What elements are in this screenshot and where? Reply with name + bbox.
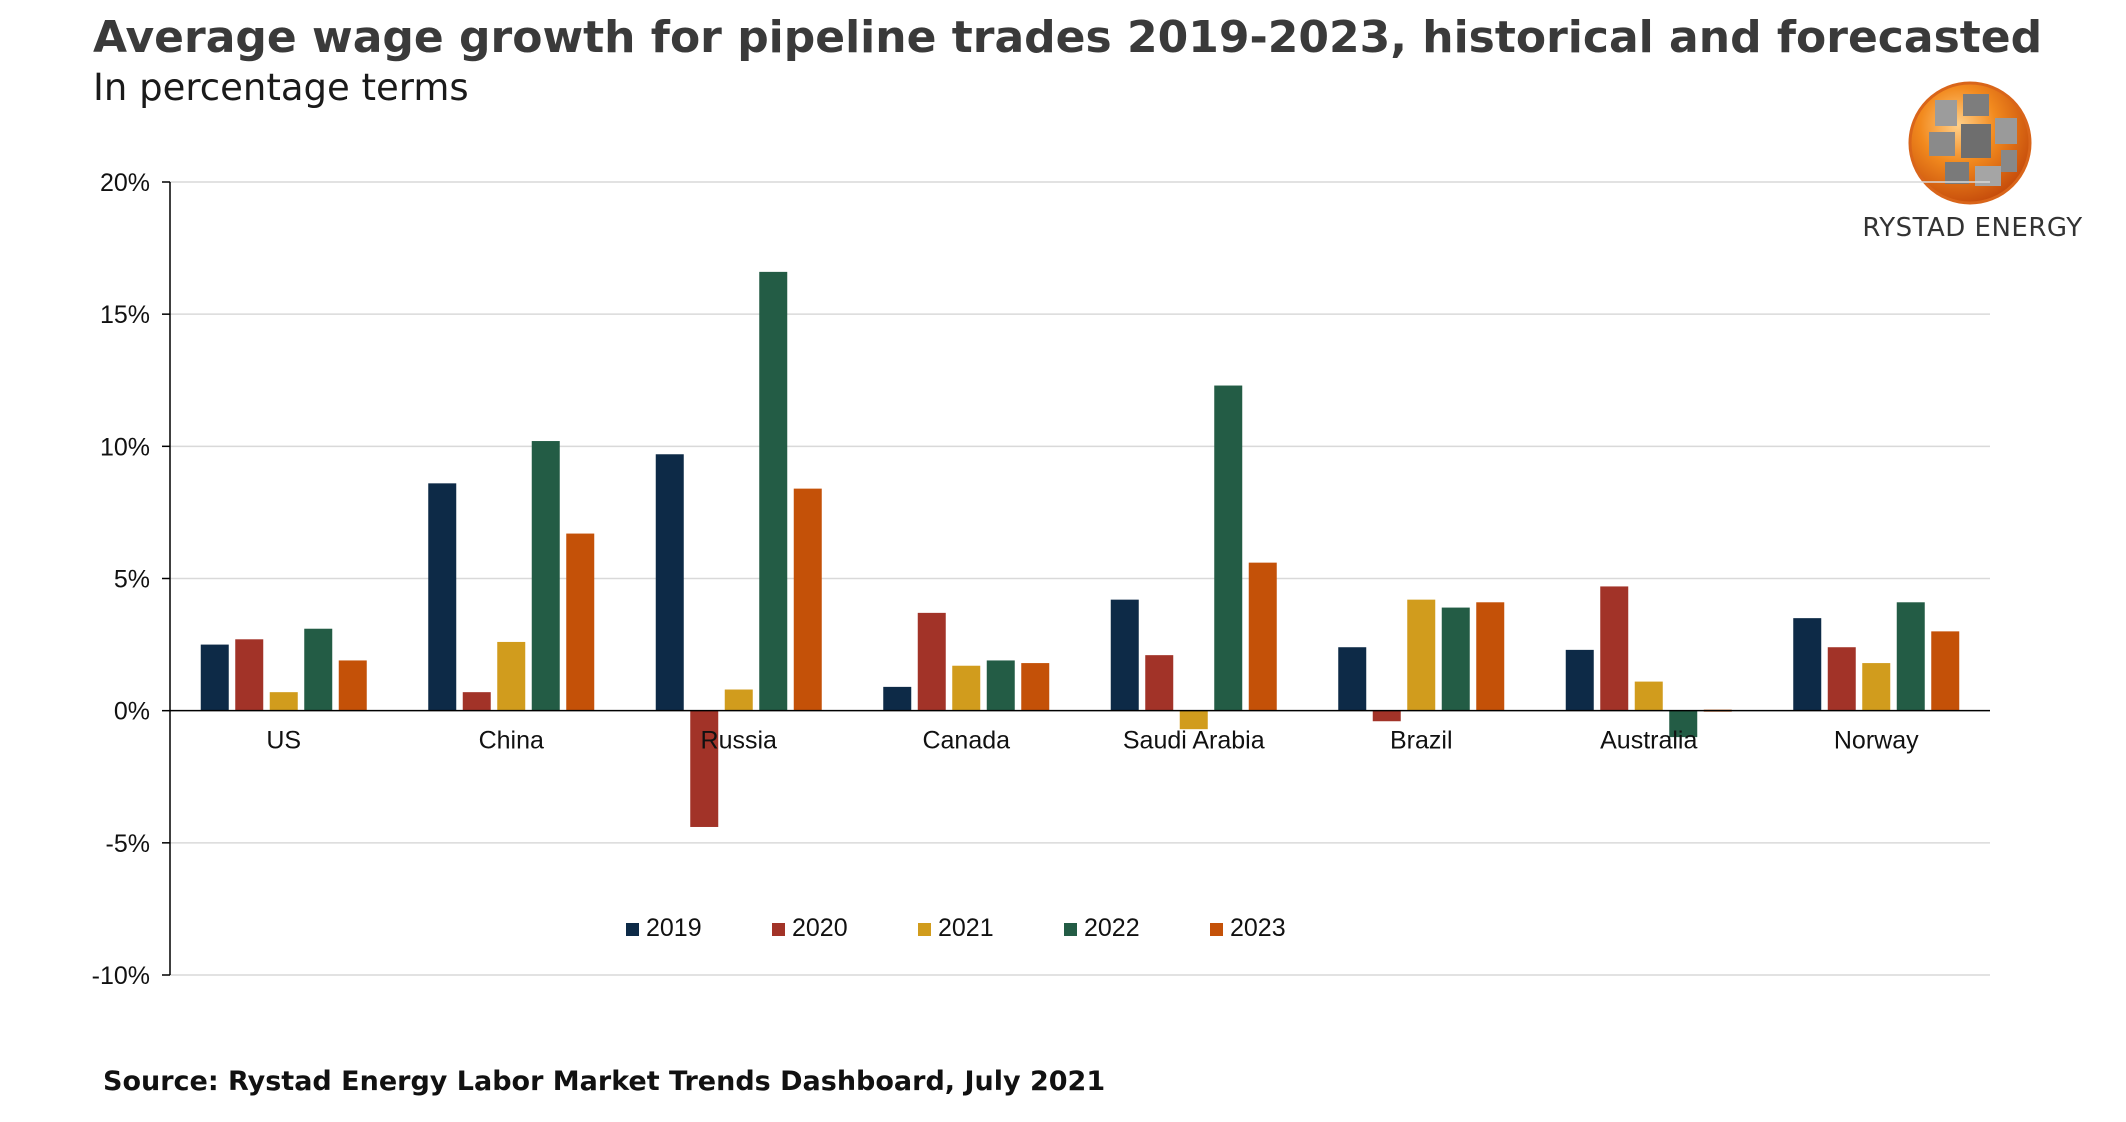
- bar-china-2019: [428, 483, 457, 711]
- chart-title: Average wage growth for pipeline trades …: [93, 12, 2043, 63]
- x-category-label: Canada: [922, 727, 1010, 755]
- bar-brazil-2020: [1372, 710, 1401, 722]
- bar-us-2023: [338, 660, 367, 711]
- bar-australia-2021: [1634, 681, 1663, 711]
- legend-label-2019: 2019: [646, 914, 702, 942]
- x-category-label: Saudi Arabia: [1123, 727, 1265, 755]
- bar-us-2020: [235, 639, 264, 711]
- x-category-label: China: [479, 727, 544, 755]
- bar-us-2019: [200, 644, 229, 711]
- legend-label-2022: 2022: [1084, 914, 1140, 942]
- bar-canada-2023: [1021, 663, 1050, 711]
- y-axis-tick-labels: 20% 15% 10% 5% 0% -5% -10%: [92, 169, 170, 990]
- y-tick-label: 5%: [114, 566, 150, 594]
- bar-us-2021: [269, 692, 298, 711]
- bar-australia-2020: [1600, 586, 1629, 711]
- bar-brazil-2019: [1338, 647, 1367, 711]
- bar-russia-2021: [724, 689, 753, 711]
- bar-russia-2019: [655, 454, 684, 711]
- bar-norway-2023: [1931, 631, 1960, 711]
- bar-china-2022: [531, 441, 560, 711]
- legend-label-2021: 2021: [938, 914, 994, 942]
- y-tick-label: -5%: [106, 830, 150, 858]
- bar-saudi-arabia-2019: [1110, 599, 1139, 711]
- legend-swatch-2022: [1064, 923, 1077, 936]
- y-tick-label: 20%: [100, 169, 150, 197]
- bar-russia-2020: [690, 710, 719, 827]
- bar-canada-2021: [952, 665, 981, 711]
- bar-saudi-arabia-2021: [1179, 710, 1208, 730]
- x-axis-category-labels: US China Russia Canada Saudi Arabia Brazil Aus…: [266, 727, 1919, 755]
- bar-brazil-2022: [1441, 607, 1470, 711]
- bar-canada-2019: [883, 686, 912, 711]
- legend: 2019 2020 2021 2022 2023: [626, 914, 1286, 942]
- x-category-label: Australia: [1600, 727, 1697, 755]
- y-tick-label: 10%: [100, 433, 150, 461]
- bar-brazil-2023: [1476, 602, 1505, 711]
- bar-canada-2020: [917, 612, 946, 711]
- x-category-label: Russia: [701, 727, 778, 755]
- bar-norway-2020: [1827, 647, 1856, 711]
- bar-saudi-arabia-2023: [1248, 562, 1277, 711]
- bar-australia-2019: [1565, 649, 1594, 711]
- bar-brazil-2021: [1407, 599, 1436, 711]
- bar-saudi-arabia-2020: [1145, 655, 1174, 711]
- bar-us-2022: [304, 628, 333, 711]
- axes: [169, 182, 1990, 975]
- bar-norway-2022: [1896, 602, 1925, 711]
- legend-swatch-2023: [1210, 923, 1223, 936]
- bar-australia-2022: [1669, 710, 1698, 738]
- bar-china-2023: [566, 533, 595, 711]
- bar-saudi-arabia-2022: [1214, 385, 1243, 711]
- x-category-label: US: [266, 727, 301, 755]
- bar-canada-2022: [986, 660, 1015, 711]
- legend-swatch-2020: [772, 923, 785, 936]
- y-tick-label: 15%: [100, 301, 150, 329]
- x-category-label: Norway: [1834, 727, 1919, 755]
- y-tick-label: 0%: [114, 698, 150, 726]
- bar-china-2020: [462, 692, 491, 711]
- bar-series: [200, 271, 1960, 827]
- y-tick-label: -10%: [92, 962, 150, 990]
- x-category-label: Brazil: [1390, 727, 1453, 755]
- bar-norway-2019: [1793, 618, 1822, 711]
- bar-russia-2022: [759, 271, 788, 711]
- logo-text: RYSTAD ENERGY: [1862, 213, 2083, 243]
- legend-swatch-2021: [918, 923, 931, 936]
- legend-swatch-2019: [626, 923, 639, 936]
- bar-russia-2023: [793, 488, 822, 711]
- chart-subtitle: In percentage terms: [93, 66, 469, 109]
- source-note: Source: Rystad Energy Labor Market Trend…: [103, 1066, 1106, 1097]
- legend-label-2020: 2020: [792, 914, 848, 942]
- rystad-globe-logo-icon: [1908, 81, 2032, 205]
- bar-norway-2021: [1862, 663, 1891, 711]
- legend-label-2023: 2023: [1230, 914, 1286, 942]
- bar-china-2021: [497, 641, 526, 711]
- gridlines: [170, 181, 1990, 976]
